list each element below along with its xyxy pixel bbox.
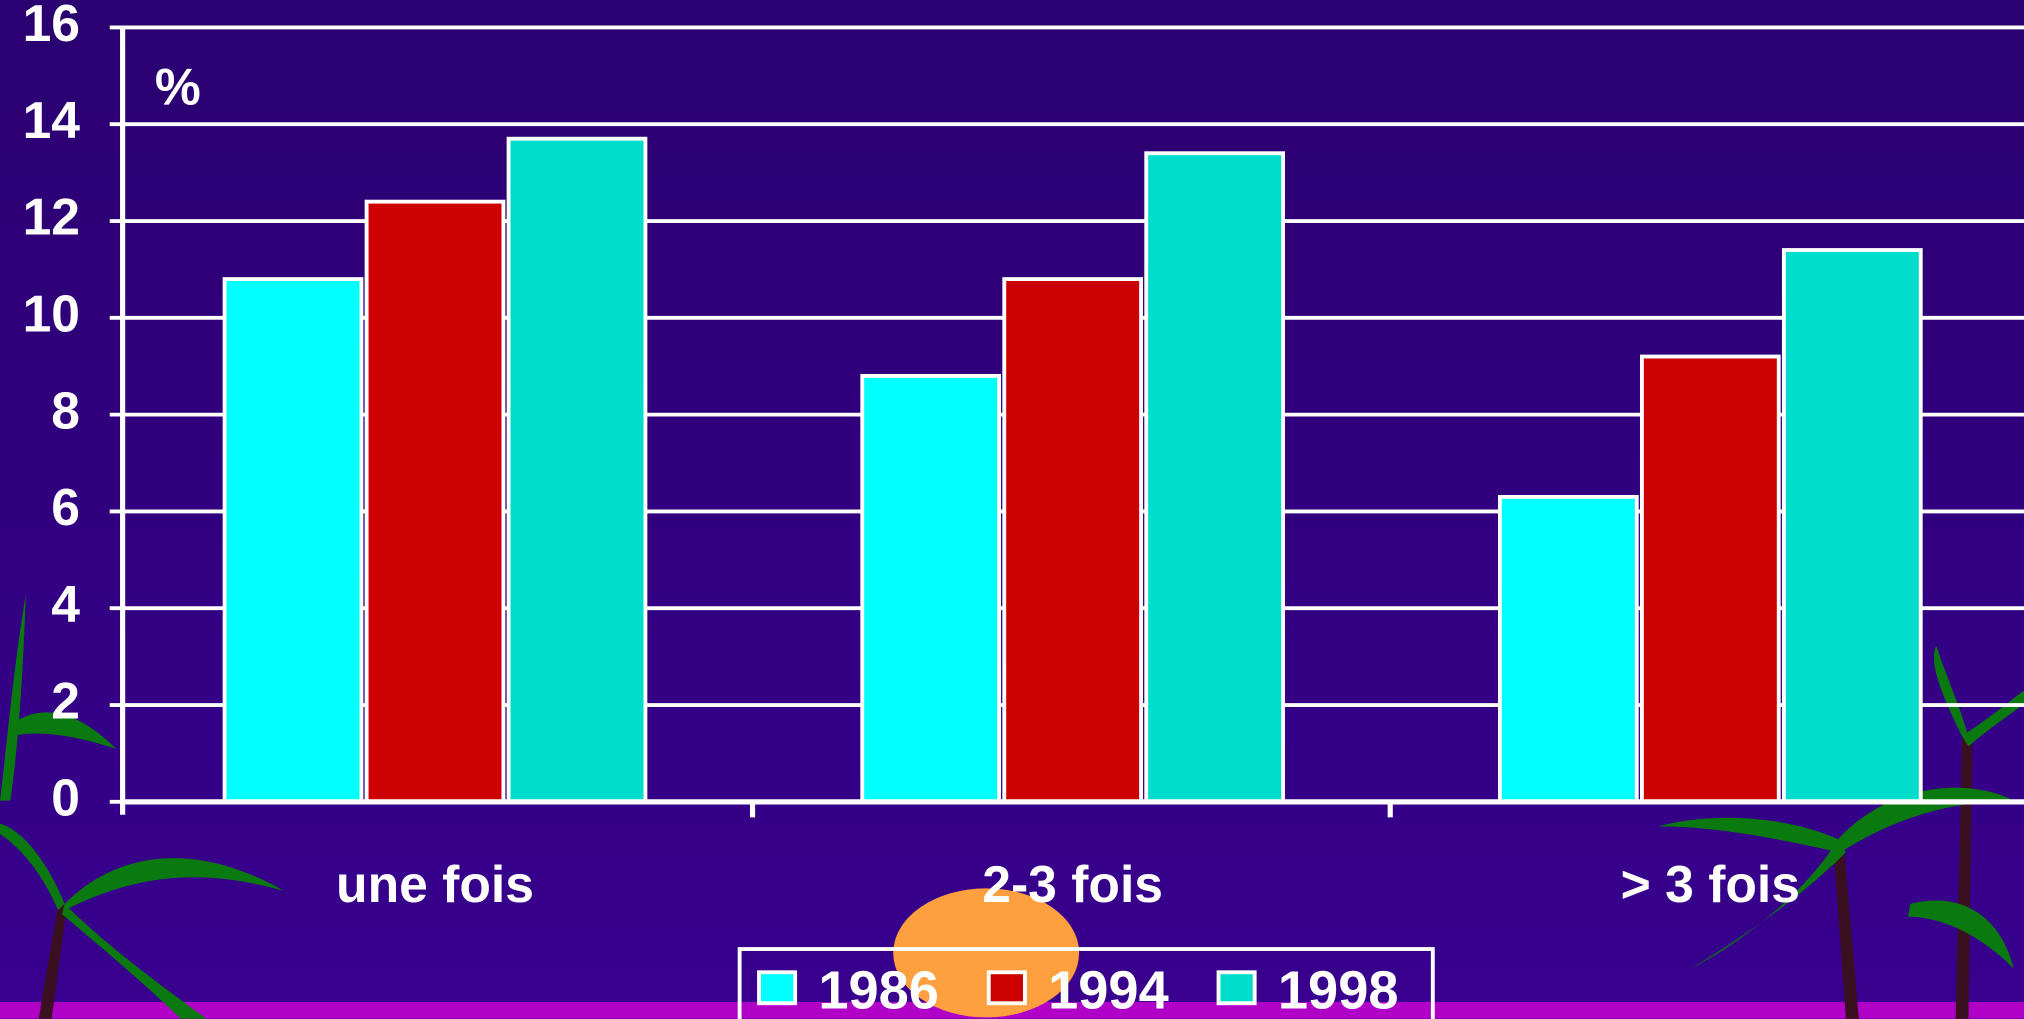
y-tick-label: 8 [51,381,80,439]
bar [862,376,999,802]
legend-swatch [989,972,1025,1003]
legend-label: 1998 [1278,961,1399,1019]
legend-swatch [1219,972,1255,1003]
y-tick-label: 2 [51,672,80,730]
bar [225,279,362,802]
y-tick-label: 16 [23,0,80,52]
y-axis-label: % [155,57,201,115]
y-tick-label: 4 [51,575,80,633]
bar [1146,153,1283,802]
y-tick-label: 12 [23,188,80,246]
legend-label: 1986 [818,961,939,1019]
x-tick-label: 2-3 fois [982,855,1163,913]
bar [1784,250,1921,802]
legend-label: 1994 [1048,961,1169,1019]
legend-swatch [759,972,795,1003]
y-tick-label: 10 [23,284,80,342]
y-tick-label: 0 [51,769,80,827]
bar [367,202,504,802]
y-tick-label: 6 [51,478,80,536]
bar [1642,357,1779,802]
bar [1500,497,1637,802]
y-tick-label: 14 [23,91,81,149]
chart: % 0 2 4 6 8 10 12 14 16 une fois 2-3 fois > 3 fois 1… [0,0,2024,1019]
bar [509,139,646,802]
x-tick-label: > 3 fois [1621,855,1800,913]
x-tick-label: une fois [336,855,534,913]
bar [1004,279,1141,802]
